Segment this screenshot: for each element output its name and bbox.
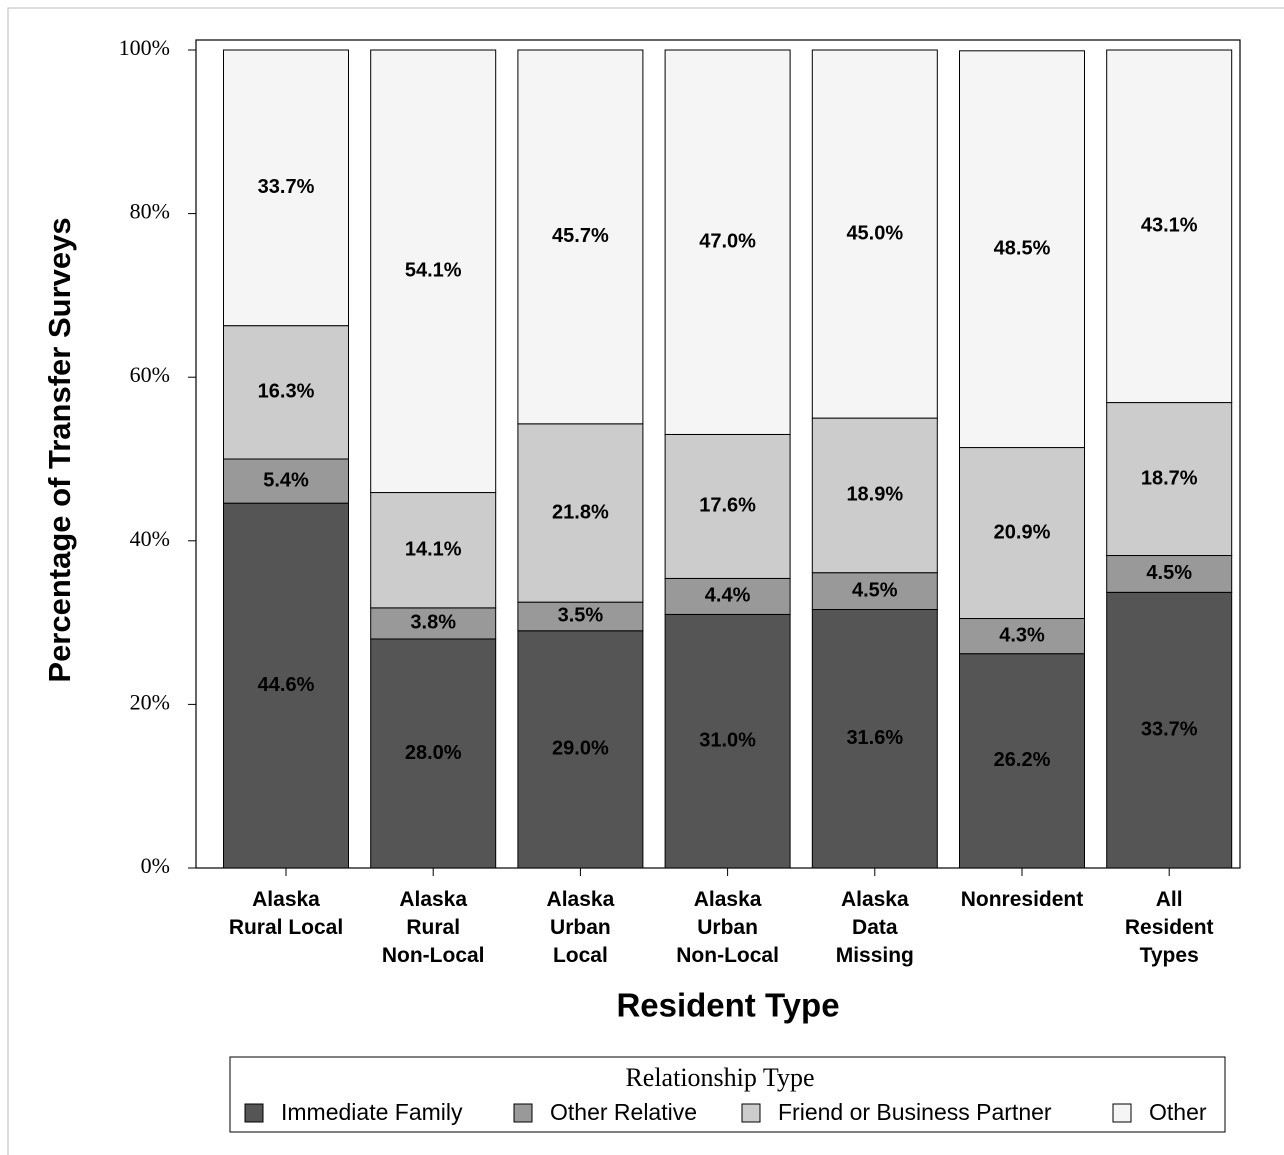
x-tick-label: Alaska Urban Local xyxy=(546,888,615,967)
bar-segment xyxy=(959,653,1085,869)
bar-segment xyxy=(517,630,644,869)
data-label: 20.9% xyxy=(994,521,1051,543)
legend-title: Relationship Type xyxy=(625,1063,814,1092)
data-label: 21.8% xyxy=(552,501,609,523)
data-label: 48.5% xyxy=(994,237,1051,259)
y-tick-label: 20% xyxy=(130,689,170,714)
bar-segment xyxy=(517,423,644,603)
data-label: 33.7% xyxy=(258,176,315,198)
data-label: 43.1% xyxy=(1141,215,1198,237)
legend-swatch xyxy=(1112,1103,1132,1123)
data-label: 54.1% xyxy=(405,260,462,282)
x-tick-label: Alaska Rural Local xyxy=(228,888,344,939)
data-label: 5.4% xyxy=(263,469,309,491)
data-label: 3.5% xyxy=(558,605,604,627)
legend-swatch xyxy=(741,1103,761,1123)
bar-segment xyxy=(1106,555,1233,593)
x-tick-label: Alaska Data Missing xyxy=(835,888,914,967)
data-label: 31.0% xyxy=(699,729,756,751)
data-label: 47.0% xyxy=(699,231,756,253)
x-tick-label: Nonresident xyxy=(960,888,1084,911)
bar-segment xyxy=(223,458,349,504)
data-label: 17.6% xyxy=(699,495,756,517)
bar-segment xyxy=(664,433,791,579)
x-tick-label: All Resident Types xyxy=(1124,888,1214,967)
bar-segment xyxy=(664,577,791,615)
x-axis-title: Resident Type xyxy=(616,987,839,1024)
y-tick-label: 40% xyxy=(130,526,170,551)
x-tick-label: Alaska Urban Non-Local xyxy=(676,888,779,967)
bar-segment xyxy=(223,502,349,869)
bar-segment xyxy=(811,609,938,869)
data-label: 18.9% xyxy=(846,484,903,506)
data-label: 45.0% xyxy=(846,222,903,244)
data-label: 45.7% xyxy=(552,225,609,247)
data-label: 26.2% xyxy=(994,749,1051,771)
data-label: 29.0% xyxy=(552,738,609,760)
legend-label: Friend or Business Partner xyxy=(778,1099,1052,1125)
data-label: 18.7% xyxy=(1141,467,1198,489)
bar-segment xyxy=(370,49,497,494)
data-label: 28.0% xyxy=(405,742,462,764)
bar-segment xyxy=(370,492,497,609)
data-label: 3.8% xyxy=(410,612,456,634)
y-tick-label: 60% xyxy=(130,362,170,387)
legend-swatch xyxy=(513,1103,533,1123)
bar-segment xyxy=(811,417,938,574)
data-label: 4.4% xyxy=(705,585,751,607)
legend-label: Other xyxy=(1149,1099,1207,1125)
bar-segment xyxy=(370,607,497,640)
y-tick-label: 80% xyxy=(130,199,170,224)
bar-segment xyxy=(811,572,938,611)
data-label: 14.1% xyxy=(405,538,462,560)
data-label: 31.6% xyxy=(846,727,903,749)
legend-swatch xyxy=(244,1103,264,1123)
bar-segment xyxy=(1106,49,1233,404)
y-tick-label: 100% xyxy=(119,35,170,60)
legend-label: Immediate Family xyxy=(281,1099,463,1125)
bar-segment xyxy=(223,325,349,460)
data-label: 4.5% xyxy=(852,579,898,601)
bar-segment xyxy=(517,49,644,425)
data-label: 33.7% xyxy=(1141,718,1198,740)
data-label: 16.3% xyxy=(258,381,315,403)
y-tick-label: 0% xyxy=(141,853,170,878)
data-label: 4.5% xyxy=(1146,562,1192,584)
legend-box xyxy=(229,1056,1226,1133)
bar-segment xyxy=(664,49,791,435)
legend-label: Other Relative xyxy=(550,1099,697,1125)
data-label: 4.3% xyxy=(999,624,1045,646)
x-tick-label: Alaska Rural Non-Local xyxy=(381,888,485,967)
data-label: 44.6% xyxy=(258,674,315,696)
page-border xyxy=(7,7,1284,1155)
y-axis-title: Percentage of Transfer Surveys xyxy=(42,217,77,682)
bar-segment xyxy=(959,50,1085,449)
bar-segment xyxy=(959,618,1085,655)
bar-segment xyxy=(223,49,349,327)
bar-segment xyxy=(811,49,938,419)
